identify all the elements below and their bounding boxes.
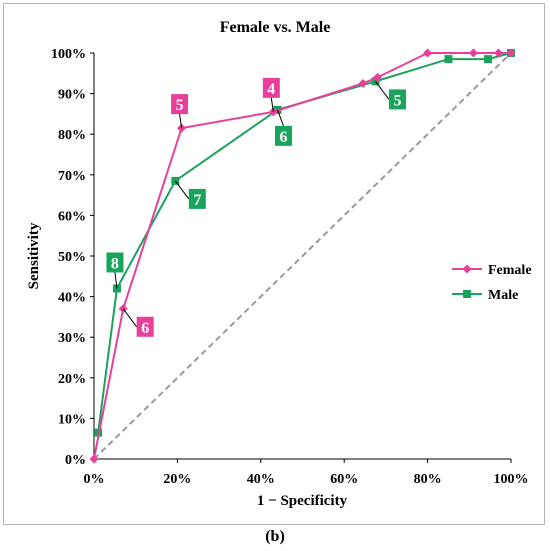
y-tick-label: 10% [58,412,86,427]
female-data-point [423,48,433,58]
y-tick-label: 100% [51,47,86,62]
annotation-box [106,252,124,273]
x-tick-label: 20% [163,472,191,487]
x-tick-label: 40% [247,472,275,487]
annotation-leader [179,114,183,129]
legend: Female Male [452,263,532,303]
annotation-label: 7 [193,192,201,209]
annotation-leader [114,272,118,289]
y-tick-label: 80% [58,128,86,143]
male-series-line [97,52,512,433]
annotation-box [388,89,406,110]
annotation-leader [277,109,284,127]
x-tick-label: 80% [414,472,442,487]
y-tick-label: 40% [58,291,86,306]
annotation-label: 5 [393,92,401,109]
annotation-leader [270,97,274,112]
y-tick-label: 30% [58,331,86,346]
annotation-box [136,316,154,337]
annotation-label: 6 [141,320,149,337]
annotation-box [274,125,292,146]
y-axis-label: Sensitivity [26,222,42,289]
y-tick-label: 90% [58,88,86,103]
legend-marker-female [462,264,472,274]
diagonal-reference-line [93,52,512,460]
chart-frame [3,3,545,525]
y-tick-label: 20% [58,372,86,387]
male-data-point [444,55,453,64]
annotation-box [188,188,206,209]
x-axis-label: 1 − Specificity [257,493,348,509]
legend-marker-male [463,290,471,298]
figure-caption: (b) [265,528,285,545]
annotations-group: 6 5 4 8 7 6 5 [106,77,406,337]
reference-line [93,52,512,460]
legend-label-male: Male [488,288,518,303]
annotation-leader [122,308,138,328]
male-series [94,49,515,437]
annotation-label: 6 [279,129,287,146]
axes: 0% 10% 20% 30% 40% 50% 60% 70% 80% 90% 100% 0% 20% 40… [51,47,529,487]
female-data-point [373,72,383,82]
female-data-point [493,48,503,58]
roc-chart: Female vs. Male 0%10%20%30%40%50%60%70%8… [26,19,532,509]
annotation-leader [375,81,390,100]
annotation-box [262,77,280,98]
legend-label-female: Female [488,263,532,278]
legend-item-male: Male [452,288,518,303]
annotation-box [171,94,189,115]
y-tick-label: 60% [58,209,86,224]
male-data-point [484,55,493,64]
female-data-point [506,48,516,58]
y-tick-label: 50% [58,250,86,265]
annotation-label: 4 [267,81,275,98]
chart-title: Female vs. Male [220,19,331,36]
annotation-label: 8 [111,255,119,272]
legend-item-female: Female [452,263,532,278]
y-tick-label: 70% [58,169,86,184]
x-tick-label: 100% [494,472,529,487]
female-series [89,48,516,464]
female-data-point [89,454,99,464]
x-tick-label: 60% [330,472,358,487]
annotation-label: 5 [176,97,184,114]
female-data-point [468,48,478,58]
y-tick-label: 0% [65,453,86,468]
annotation-leader [174,180,190,200]
x-tick-label: 0% [84,472,105,487]
female-series-line [93,52,511,460]
female-data-point [358,78,368,88]
